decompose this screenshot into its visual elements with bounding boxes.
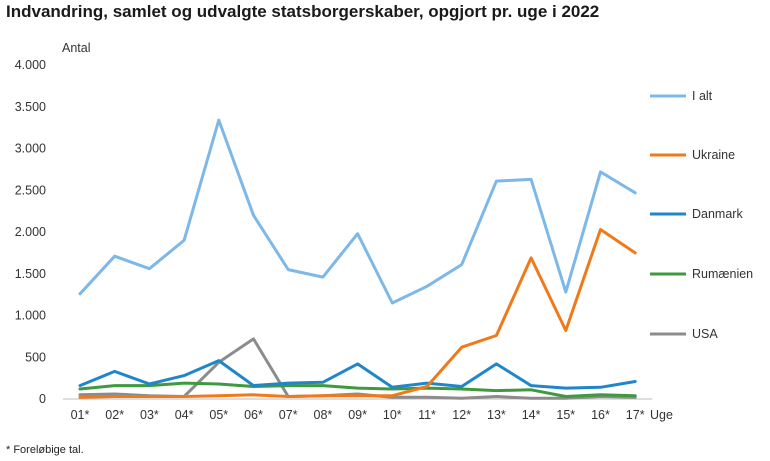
x-tick-label: 06* xyxy=(244,408,263,422)
x-tick-label: 14* xyxy=(522,408,541,422)
x-tick-label: 01* xyxy=(71,408,90,422)
legend-label: Rumænien xyxy=(692,267,753,281)
y-tick-label: 4.000 xyxy=(15,58,46,72)
x-tick-label: 17* xyxy=(626,408,645,422)
chart-title: Indvandring, samlet og udvalgte statsbor… xyxy=(6,2,600,21)
y-tick-label: 1.000 xyxy=(15,309,46,323)
legend-label: USA xyxy=(692,327,718,341)
series-line-i-alt xyxy=(78,118,637,305)
series-lines xyxy=(78,118,637,400)
legend-label: Danmark xyxy=(692,207,743,221)
y-axis-label: Antal xyxy=(62,41,91,55)
x-tick-label: 02* xyxy=(105,408,124,422)
y-tick-label: 3.000 xyxy=(15,142,46,156)
series-line-rumænien xyxy=(78,381,637,398)
x-tick-label: 13* xyxy=(487,408,506,422)
legend-label: Ukraine xyxy=(692,148,735,162)
legend-label: I alt xyxy=(692,89,713,103)
x-tick-label: 15* xyxy=(556,408,575,422)
x-tick-label: 04* xyxy=(175,408,194,422)
y-tick-label: 3.500 xyxy=(15,100,46,114)
y-tick-label: 1.500 xyxy=(15,267,46,281)
axes: Antal 0 500 1.000 1.500 2.000 2.500 3.000 3.500 4… xyxy=(15,41,673,422)
y-tick-label: 2.500 xyxy=(15,183,46,197)
y-tick-label: 2.000 xyxy=(15,225,46,239)
series-line-ukraine xyxy=(78,228,637,399)
x-tick-label: 05* xyxy=(209,408,228,422)
footnote: * Foreløbige tal. xyxy=(6,444,84,456)
x-tick-label: 03* xyxy=(140,408,159,422)
x-tick-label: 12* xyxy=(452,408,471,422)
y-tick-label: 0 xyxy=(39,392,46,406)
x-tick-label: 11* xyxy=(418,408,436,422)
x-tick-label: 09* xyxy=(348,408,367,422)
x-tick-label: 07* xyxy=(279,408,298,422)
x-tick-label: 10* xyxy=(383,408,402,422)
series-line-danmark xyxy=(78,359,637,390)
x-axis-label: Uge xyxy=(650,408,673,422)
legend: I alt Ukraine Danmark Rumænien USA xyxy=(650,89,753,341)
x-tick-label: 08* xyxy=(314,408,333,422)
x-tick-label: 16* xyxy=(591,408,610,422)
y-tick-label: 500 xyxy=(25,350,46,364)
